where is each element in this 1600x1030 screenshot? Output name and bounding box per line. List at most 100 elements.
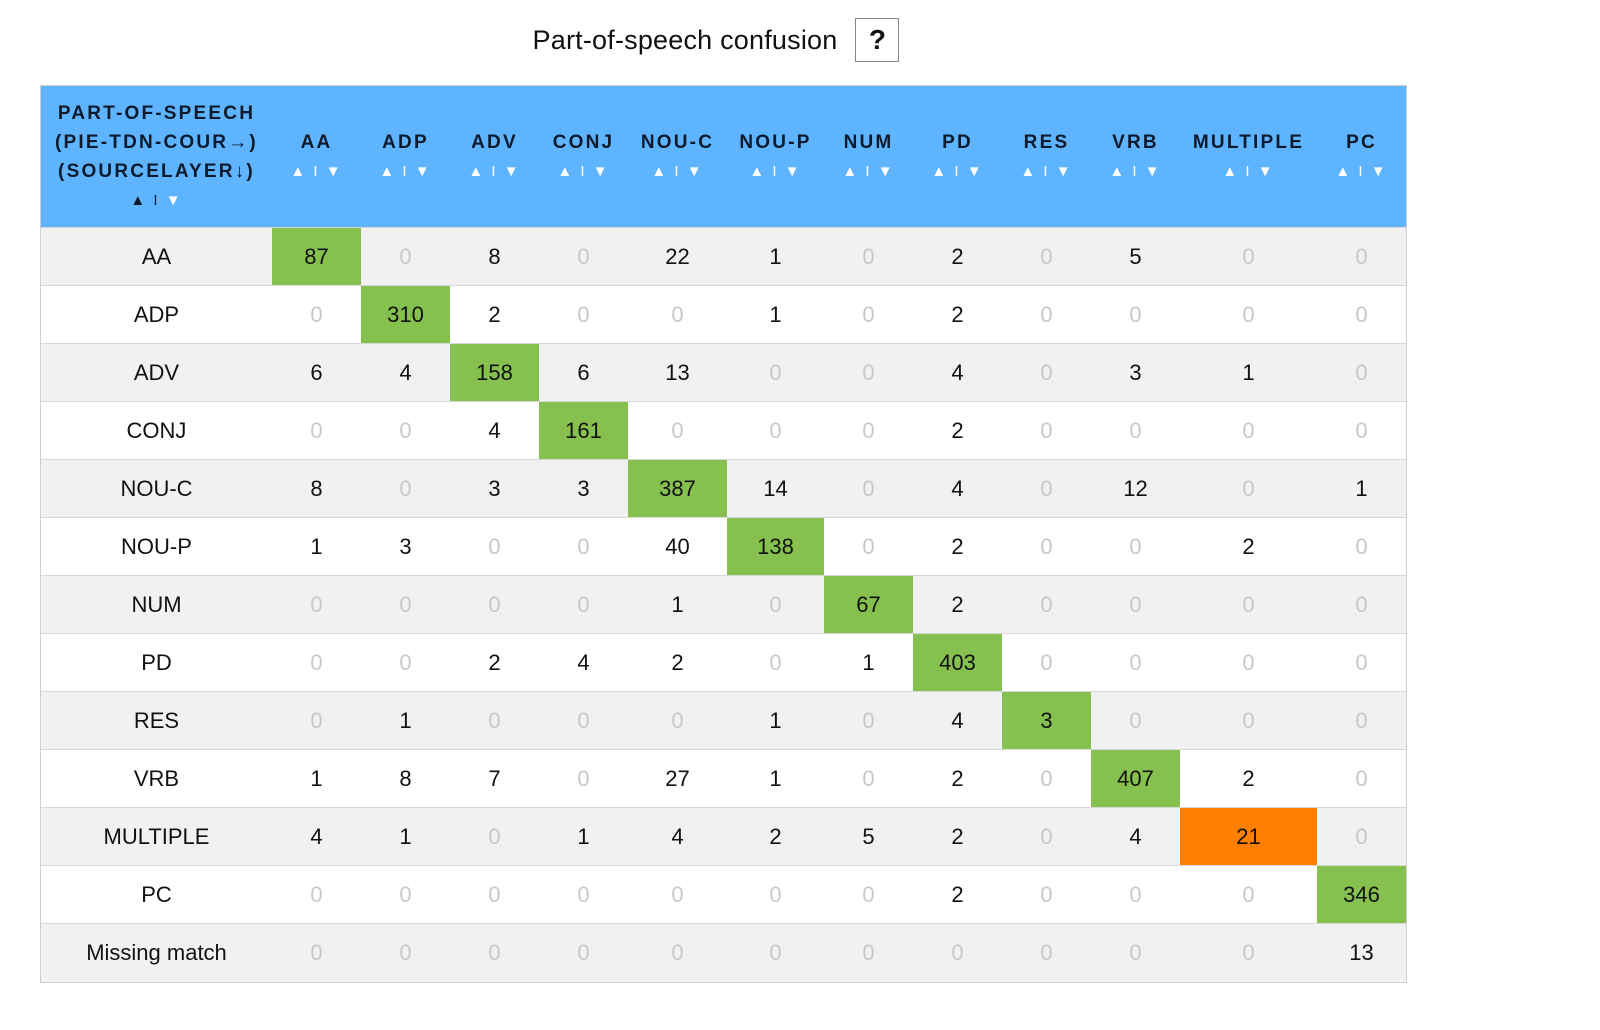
sort-asc-icon[interactable]: ▲ — [651, 162, 669, 180]
sort-desc-icon[interactable]: ▼ — [1144, 162, 1162, 180]
matrix-cell: 2 — [913, 517, 1002, 576]
matrix-cell: 4 — [1091, 807, 1180, 866]
matrix-cell: 27 — [628, 749, 727, 808]
matrix-cell: 0 — [727, 575, 824, 634]
column-header-nou-p: NOU-P ▲ I ▼ — [727, 86, 824, 228]
sort-asc-icon[interactable]: ▲ — [931, 162, 949, 180]
matrix-cell: 0 — [1317, 227, 1406, 286]
sort-desc-icon[interactable]: ▼ — [686, 162, 704, 180]
matrix-cell: 0 — [450, 517, 539, 576]
sort-desc-icon[interactable]: ▼ — [592, 162, 610, 180]
matrix-cell: 3 — [1002, 691, 1091, 750]
sort-desc-icon[interactable]: ▼ — [877, 162, 895, 180]
matrix-cell: 0 — [272, 691, 361, 750]
sort-separator: I — [580, 162, 587, 180]
matrix-cell: 0 — [1091, 575, 1180, 634]
matrix-cell: 14 — [727, 459, 824, 518]
matrix-cell: 0 — [1002, 343, 1091, 402]
matrix-cell: 0 — [272, 923, 361, 982]
matrix-cell: 2 — [913, 749, 1002, 808]
matrix-cell: 138 — [727, 517, 824, 576]
matrix-cell: 5 — [824, 807, 913, 866]
sort-desc-icon[interactable]: ▼ — [1055, 162, 1073, 180]
matrix-cell: 0 — [1002, 517, 1091, 576]
matrix-cell: 1 — [361, 691, 450, 750]
matrix-cell: 0 — [272, 575, 361, 634]
row-label: RES — [41, 691, 272, 750]
column-header-num: NUM ▲ I ▼ — [824, 86, 913, 228]
matrix-cell: 21 — [1180, 807, 1317, 866]
matrix-cell: 0 — [1180, 227, 1317, 286]
row-sort-controls: ▲ I ▼ — [41, 186, 272, 215]
table-row: Missing match 0 0 0 0 0 0 0 0 0 0 0 13 — [41, 923, 1406, 982]
matrix-cell: 13 — [1317, 923, 1406, 982]
matrix-cell: 0 — [272, 401, 361, 460]
matrix-cell: 87 — [272, 227, 361, 286]
matrix-cell: 1 — [727, 227, 824, 286]
column-sort-controls: ▲ I ▼ — [450, 157, 539, 186]
sort-asc-icon[interactable]: ▲ — [557, 162, 575, 180]
matrix-cell: 1 — [824, 633, 913, 692]
column-header-nou-c: NOU-C ▲ I ▼ — [628, 86, 727, 228]
row-label: PC — [41, 865, 272, 924]
table-row: VRB 1 8 7 0 27 1 0 2 0 407 2 0 — [41, 749, 1406, 808]
column-header-label: AA — [300, 131, 333, 153]
matrix-cell: 0 — [1091, 285, 1180, 344]
sort-desc-icon[interactable]: ▼ — [325, 162, 343, 180]
column-header-label: ADP — [382, 131, 429, 153]
matrix-cell: 158 — [450, 343, 539, 402]
matrix-cell: 0 — [824, 865, 913, 924]
sort-desc-icon[interactable]: ▼ — [165, 191, 183, 209]
matrix-cell: 2 — [1180, 517, 1317, 576]
sort-desc-icon[interactable]: ▼ — [784, 162, 802, 180]
sort-asc-icon[interactable]: ▲ — [1109, 162, 1127, 180]
matrix-cell: 0 — [1180, 865, 1317, 924]
sort-desc-icon[interactable]: ▼ — [414, 162, 432, 180]
confusion-table: PART-OF-SPEECH (PIE-TDN-COUR→) (SOURCELA… — [41, 86, 1406, 982]
column-header-label: MULTIPLE — [1192, 131, 1305, 153]
matrix-cell: 1 — [1180, 343, 1317, 402]
matrix-cell: 0 — [824, 517, 913, 576]
sort-asc-icon[interactable]: ▲ — [1335, 162, 1353, 180]
matrix-cell: 0 — [450, 923, 539, 982]
matrix-cell: 0 — [1317, 575, 1406, 634]
table-row: NOU-P 1 3 0 0 40 138 0 2 0 0 2 0 — [41, 517, 1406, 576]
column-header-multiple: MULTIPLE ▲ I ▼ — [1180, 86, 1317, 228]
sort-asc-icon[interactable]: ▲ — [379, 162, 397, 180]
matrix-cell: 2 — [913, 807, 1002, 866]
matrix-cell: 4 — [913, 691, 1002, 750]
matrix-cell: 3 — [539, 459, 628, 518]
matrix-cell: 0 — [1002, 865, 1091, 924]
sort-asc-icon[interactable]: ▲ — [1020, 162, 1038, 180]
help-button[interactable]: ? — [855, 18, 900, 62]
sort-desc-icon[interactable]: ▼ — [966, 162, 984, 180]
sort-asc-icon[interactable]: ▲ — [130, 191, 148, 209]
matrix-cell: 0 — [539, 575, 628, 634]
column-sort-controls: ▲ I ▼ — [272, 157, 361, 186]
corner-header-line1: PART-OF-SPEECH — [57, 102, 256, 124]
sort-asc-icon[interactable]: ▲ — [290, 162, 308, 180]
matrix-cell: 2 — [450, 285, 539, 344]
sort-asc-icon[interactable]: ▲ — [1222, 162, 1240, 180]
matrix-cell: 5 — [1091, 227, 1180, 286]
sort-desc-icon[interactable]: ▼ — [1257, 162, 1275, 180]
row-label: ADP — [41, 285, 272, 344]
matrix-cell: 0 — [539, 285, 628, 344]
matrix-cell: 0 — [1317, 343, 1406, 402]
sort-desc-icon[interactable]: ▼ — [1370, 162, 1388, 180]
matrix-cell: 0 — [272, 633, 361, 692]
matrix-cell: 1 — [727, 749, 824, 808]
sort-asc-icon[interactable]: ▲ — [749, 162, 767, 180]
matrix-cell: 8 — [361, 749, 450, 808]
column-sort-controls: ▲ I ▼ — [361, 157, 450, 186]
sort-separator: I — [674, 162, 681, 180]
table-row: RES 0 1 0 0 0 1 0 4 3 0 0 0 — [41, 691, 1406, 750]
matrix-cell: 1 — [539, 807, 628, 866]
matrix-cell: 4 — [913, 343, 1002, 402]
column-header-res: RES ▲ I ▼ — [1002, 86, 1091, 228]
column-header-pc: PC ▲ I ▼ — [1317, 86, 1406, 228]
sort-desc-icon[interactable]: ▼ — [503, 162, 521, 180]
sort-asc-icon[interactable]: ▲ — [468, 162, 486, 180]
sort-asc-icon[interactable]: ▲ — [842, 162, 860, 180]
matrix-cell: 0 — [628, 865, 727, 924]
